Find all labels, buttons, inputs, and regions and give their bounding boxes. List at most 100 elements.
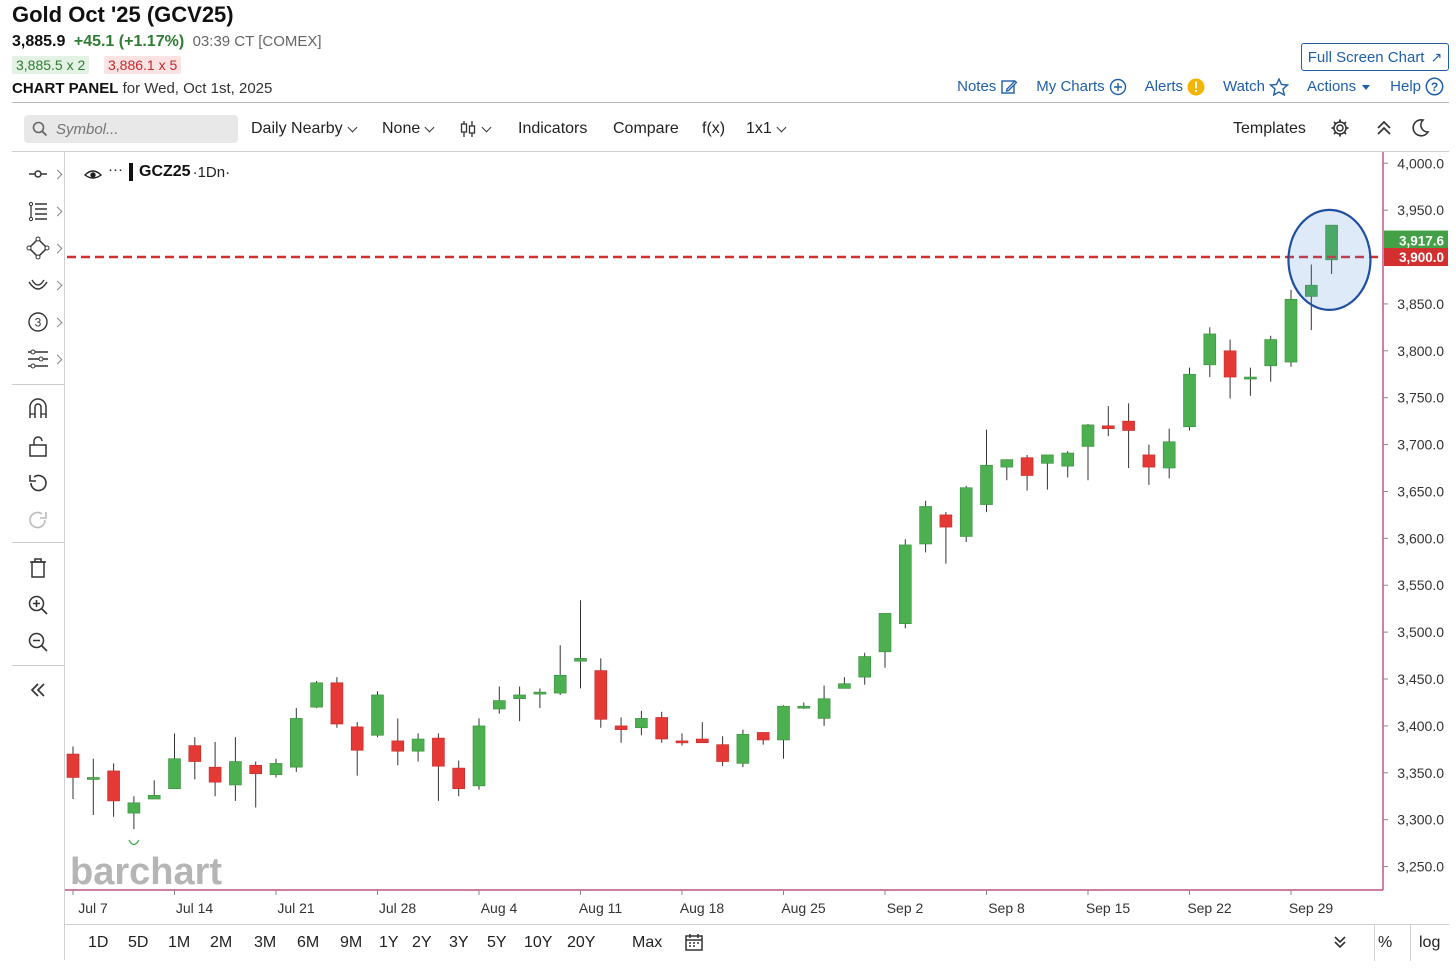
candle-aug-4[interactable] <box>472 718 486 790</box>
actions-menu[interactable]: Actions <box>1307 77 1372 96</box>
expand-range-button[interactable] <box>1332 933 1348 956</box>
candle-jul-15[interactable] <box>188 737 202 780</box>
candle-sep-16[interactable] <box>1081 423 1095 481</box>
candle-jul-21[interactable] <box>269 758 283 778</box>
annotation-tool-button[interactable]: 3 <box>24 308 52 336</box>
eye-icon[interactable] <box>84 167 102 181</box>
period-dropdown[interactable]: Daily Nearby <box>251 120 358 138</box>
candle-sep-12[interactable] <box>1041 454 1054 490</box>
candle-aug-12[interactable] <box>594 658 608 728</box>
candle-aug-7[interactable] <box>533 688 547 709</box>
line-tool-button[interactable] <box>24 160 52 188</box>
lock-button[interactable] <box>24 432 52 460</box>
measure-tool-button[interactable] <box>24 345 52 373</box>
candle-sep-5[interactable] <box>939 512 953 564</box>
candle-sep-19[interactable] <box>1142 444 1156 485</box>
candle-sep-26[interactable] <box>1244 367 1257 396</box>
candle-jul-17[interactable] <box>229 737 242 801</box>
settings-button[interactable] <box>1330 118 1350 138</box>
range-button-6m[interactable]: 6M <box>297 934 320 951</box>
magnet-button[interactable] <box>24 394 52 422</box>
compare-button[interactable]: Compare <box>613 120 679 137</box>
candle-aug-11[interactable] <box>574 600 587 689</box>
help-link[interactable]: Help ? <box>1390 77 1444 96</box>
candle-sep-30[interactable] <box>1284 289 1298 367</box>
chart-type-dropdown[interactable] <box>459 120 492 138</box>
range-button-1y[interactable]: 1Y <box>379 934 399 951</box>
range-button-2y[interactable]: 2Y <box>412 934 432 951</box>
overlay-dropdown[interactable]: None <box>382 120 435 138</box>
candle-jul-8[interactable] <box>87 758 100 815</box>
candle-aug-13[interactable] <box>614 717 628 743</box>
calendar-button[interactable] <box>684 932 704 957</box>
candle-aug-27[interactable] <box>817 685 831 726</box>
candle-jul-18[interactable] <box>249 761 262 808</box>
candle-sep-25[interactable] <box>1223 339 1237 399</box>
candle-aug-25[interactable] <box>777 705 790 759</box>
range-button-20y[interactable]: 20Y <box>567 934 596 951</box>
shape-tool-button[interactable] <box>24 234 52 262</box>
watch-link[interactable]: Watch <box>1223 77 1289 96</box>
candle-sep-4[interactable] <box>919 500 932 553</box>
candle-jul-30[interactable] <box>411 733 425 762</box>
candle-jul-9[interactable] <box>107 763 120 817</box>
candle-aug-22[interactable] <box>756 732 770 745</box>
candle-jul-23[interactable] <box>310 680 323 709</box>
zoom-out-button[interactable] <box>24 628 52 656</box>
templates-button[interactable]: Templates <box>1233 120 1306 137</box>
candle-jul-28[interactable] <box>371 691 384 738</box>
candle-jul-7[interactable] <box>66 746 80 800</box>
candle-sep-9[interactable] <box>980 429 993 513</box>
candle-sep-24[interactable] <box>1203 327 1217 378</box>
full-screen-button[interactable]: Full Screen Chart ↗ <box>1301 43 1449 71</box>
candle-oct-1[interactable] <box>1305 264 1318 331</box>
candle-aug-15[interactable] <box>655 711 669 743</box>
undo-button[interactable] <box>24 469 52 497</box>
symbol-search[interactable] <box>24 115 238 143</box>
percent-scale-button[interactable]: % <box>1378 934 1393 951</box>
curve-tool-button[interactable] <box>24 271 52 299</box>
redo-button[interactable] <box>24 506 52 534</box>
candle-aug-1[interactable] <box>452 760 466 797</box>
candle-aug-20[interactable] <box>716 736 729 767</box>
candle-aug-8[interactable] <box>553 645 567 695</box>
range-button-2m[interactable]: 2M <box>210 934 233 951</box>
delete-button[interactable] <box>24 554 52 582</box>
candle-jul-10[interactable] <box>127 796 141 830</box>
candle-aug-5[interactable] <box>492 686 506 714</box>
candle-jul-31[interactable] <box>432 733 445 801</box>
candle-aug-29[interactable] <box>858 652 872 685</box>
candle-sep-18[interactable] <box>1122 403 1135 469</box>
candle-sep-11[interactable] <box>1020 454 1034 491</box>
range-button-1m[interactable]: 1M <box>168 934 191 951</box>
range-button-3m[interactable]: 3M <box>254 934 277 951</box>
candle-jul-29[interactable] <box>391 718 405 766</box>
candle-sep-22[interactable] <box>1162 428 1176 479</box>
candle-sep-15[interactable] <box>1061 451 1074 478</box>
dark-mode-toggle[interactable] <box>1410 118 1430 138</box>
range-button-5d[interactable]: 5D <box>128 934 149 951</box>
candle-jul-22[interactable] <box>289 708 303 772</box>
candle-aug-6[interactable] <box>513 686 526 722</box>
candle-sep-10[interactable] <box>1000 459 1014 481</box>
log-scale-button[interactable]: log <box>1419 934 1441 951</box>
my-charts-link[interactable]: My Charts <box>1036 77 1126 96</box>
candle-jul-25[interactable] <box>350 722 364 776</box>
range-button-3y[interactable]: 3Y <box>449 934 469 951</box>
notes-link[interactable]: Notes <box>957 77 1018 96</box>
candle-oct-2[interactable] <box>1325 224 1338 274</box>
layout-dropdown[interactable]: 1x1 <box>746 120 787 138</box>
alerts-link[interactable]: Alerts <box>1145 77 1205 96</box>
range-button-10y[interactable]: 10Y <box>524 934 553 951</box>
candle-sep-2[interactable] <box>878 613 892 668</box>
range-button-5y[interactable]: 5Y <box>487 934 507 951</box>
candle-jul-24[interactable] <box>330 677 344 728</box>
zoom-in-button[interactable] <box>24 591 52 619</box>
range-button-9m[interactable]: 9M <box>340 934 363 951</box>
range-button-1d[interactable]: 1D <box>88 934 109 951</box>
range-button-max[interactable]: Max <box>632 934 663 951</box>
candle-aug-19[interactable] <box>695 722 709 744</box>
candle-aug-14[interactable] <box>635 710 648 736</box>
candle-aug-28[interactable] <box>838 677 851 689</box>
collapse-button[interactable] <box>1375 118 1393 138</box>
